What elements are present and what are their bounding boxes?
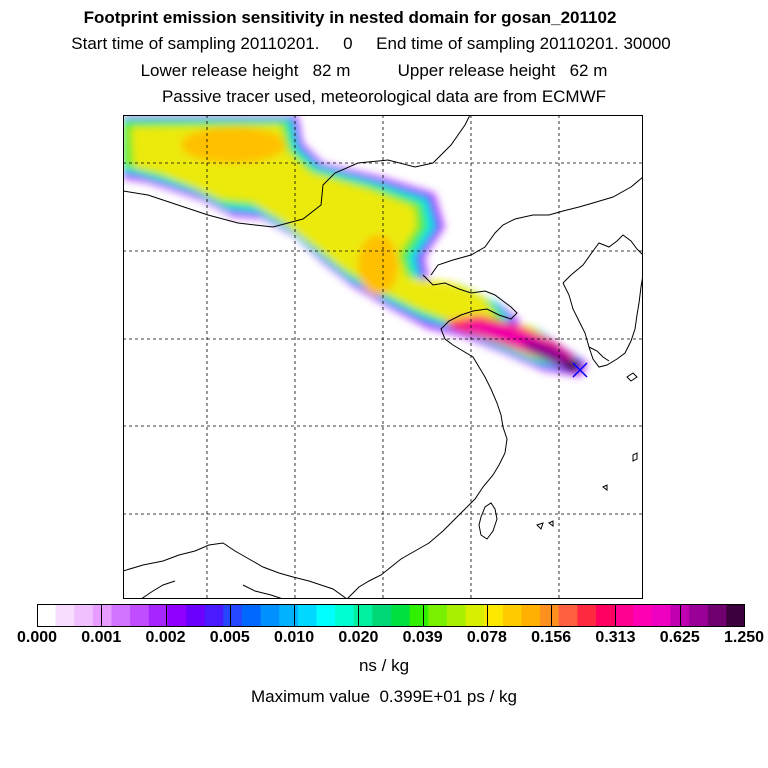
- coastline: [346, 274, 518, 599]
- colorbar-swatch: [111, 604, 131, 627]
- colorbar-tick-label: 1.250: [723, 629, 765, 646]
- colorbar-frame: [37, 604, 745, 627]
- colorbar-tick-label: 0.039: [402, 629, 443, 646]
- plume-band-orange: [358, 235, 398, 295]
- colorbar-swatch: [595, 604, 616, 627]
- coastline: [602, 484, 608, 491]
- colorbar-swatch: [186, 604, 206, 627]
- plot-title: Footprint emission sensitivity in nested…: [83, 8, 617, 27]
- colorbar-tick-label: 0.000: [16, 629, 58, 646]
- colorbar-swatch: [521, 604, 541, 627]
- footprint-map: [123, 115, 643, 599]
- coastline: [632, 452, 638, 462]
- colorbar-swatch: [241, 604, 262, 627]
- lat-lon-grid: [123, 115, 643, 599]
- colorbar-tick-label: 0.625: [659, 629, 700, 646]
- maximum-value: Maximum value 0.399E+01 ps / kg: [251, 687, 517, 706]
- colorbar-swatch: [74, 604, 94, 627]
- colorbar-swatch: [55, 604, 75, 627]
- border: [123, 542, 348, 599]
- colorbar-tick-label: 0.005: [209, 629, 250, 646]
- colorbar-swatch: [353, 604, 373, 627]
- colorbar-tick-label: 0.313: [595, 629, 636, 646]
- colorbar-swatch: [297, 604, 318, 627]
- colorbar-swatch: [335, 604, 355, 627]
- colorbar-tick-label: 0.001: [81, 629, 122, 646]
- colorbar-swatch: [148, 604, 169, 627]
- border: [140, 580, 176, 599]
- colorbar-tick-label: 0.078: [466, 629, 507, 646]
- colorbar-swatch: [316, 604, 336, 627]
- colorbar-swatch: [614, 604, 634, 627]
- colorbar-swatch: [92, 604, 113, 627]
- colorbar-swatch: [130, 604, 150, 627]
- coastline: [548, 520, 554, 527]
- colorbar: [37, 604, 745, 627]
- colorbar-swatch: [633, 604, 653, 627]
- colorbar-swatch: [707, 604, 727, 627]
- colorbar-swatch: [409, 604, 429, 627]
- map-frame: [123, 115, 643, 599]
- colorbar-tick-label: 0.010: [274, 629, 315, 646]
- colorbar-swatch: [167, 604, 187, 627]
- colorbar-swatch: [428, 604, 448, 627]
- coastline: [123, 115, 471, 228]
- colorbar-swatch: [446, 604, 467, 627]
- coastline: [626, 372, 638, 382]
- coastline: [562, 274, 643, 368]
- colorbar-swatch: [726, 604, 745, 627]
- colorbar-tick-label: 0.156: [531, 629, 572, 646]
- coastline: [562, 234, 643, 284]
- coastline: [478, 502, 498, 540]
- colorbar-swatch: [502, 604, 523, 627]
- colorbar-swatch: [260, 604, 280, 627]
- tracer-info: Passive tracer used, meteorological data…: [161, 87, 607, 106]
- colorbar-swatch: [540, 604, 560, 627]
- coastline: [430, 176, 643, 276]
- coastline: [536, 522, 544, 530]
- colorbar-swatch: [372, 604, 392, 627]
- colorbar-swatch: [651, 604, 672, 627]
- colorbar-swatch: [391, 604, 411, 627]
- colorbar-swatch: [223, 604, 243, 627]
- border: [242, 584, 284, 599]
- sampling-times: Start time of sampling 20110201. 0 End t…: [71, 34, 671, 53]
- plume-band-core: [565, 360, 581, 372]
- footprint-plume: [123, 115, 588, 377]
- colorbar-tick-label: 0.020: [338, 629, 379, 646]
- receptor-marker: [572, 362, 588, 378]
- coastlines: [123, 115, 643, 599]
- colorbar-swatch: [204, 604, 224, 627]
- colorbar-units: ns / kg: [358, 656, 410, 675]
- plume-band-yellow: [131, 125, 565, 362]
- coastline: [588, 346, 610, 362]
- release-heights: Lower release height 82 m Upper release …: [140, 61, 608, 80]
- colorbar-swatch: [577, 604, 597, 627]
- colorbar-swatch: [279, 604, 299, 627]
- plume-band-orange: [181, 127, 285, 163]
- colorbar-swatch: [465, 604, 485, 627]
- colorbar-swatch: [484, 604, 504, 627]
- colorbar-tick-label: 0.002: [145, 629, 186, 646]
- colorbar-swatch: [37, 604, 57, 627]
- colorbar-swatch: [689, 604, 709, 627]
- colorbar-swatch: [558, 604, 578, 627]
